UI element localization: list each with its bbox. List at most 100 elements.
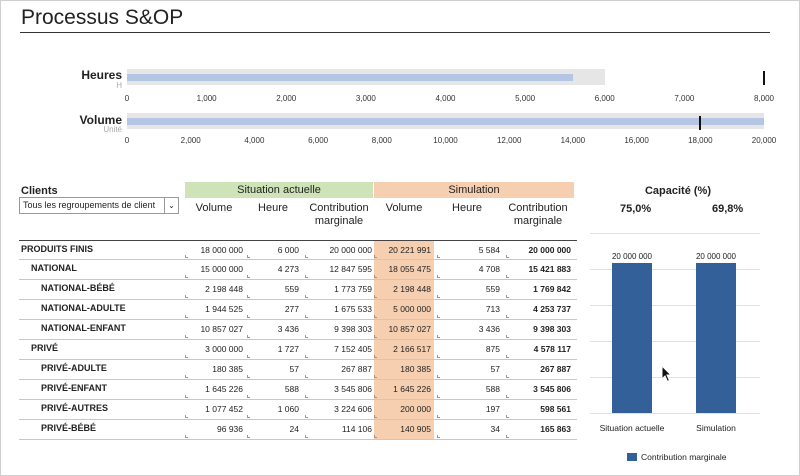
table-row[interactable]: PRODUITS FINIS 18 000 000 6 000 20 000 000 2… (19, 240, 577, 260)
cell-marker (506, 275, 509, 278)
mouse-cursor-icon (661, 365, 673, 383)
row-cell-h1: 588 (284, 384, 299, 394)
contribution-bar[interactable] (612, 263, 652, 413)
cell-marker (305, 275, 308, 278)
cell-marker (506, 295, 509, 298)
axis-tick-label: 1,000 (196, 94, 217, 103)
row-cell-v1: 96 936 (217, 424, 243, 434)
table-row[interactable]: PRIVÉ 3 000 000 1 727 7 152 405 2 166 517 875… (19, 340, 577, 360)
axis-tick-label: 2,000 (180, 136, 201, 145)
bar-value-label: 20 000 000 (611, 252, 653, 261)
row-cell-h1: 3 436 (277, 324, 299, 334)
row-cell-h1: 1 060 (277, 404, 299, 414)
client-group-select[interactable]: Tous les regroupements de client ⌄ (19, 197, 179, 214)
bullet-value-bar (127, 118, 764, 125)
row-cell-c2: 267 887 (540, 364, 571, 374)
table-row[interactable]: PRIVÉ-ENFANT 1 645 226 588 3 545 806 1 645 2… (19, 380, 577, 400)
row-cell-v2: 5 000 000 (393, 304, 431, 314)
row-cell-c2: 3 545 806 (533, 384, 571, 394)
cell-marker (305, 315, 308, 318)
clients-header: Clients (21, 185, 58, 197)
cell-marker (506, 375, 509, 378)
cell-marker (247, 395, 250, 398)
cell-marker (185, 395, 188, 398)
row-cell-h1: 6 000 (277, 245, 299, 255)
row-cell-v2: 20 221 991 (388, 245, 431, 255)
col-contribution-actuelle: Contribution marginale (309, 202, 369, 227)
cell-marker (305, 435, 308, 438)
contribution-bar[interactable] (696, 263, 736, 413)
cell-marker (305, 335, 308, 338)
row-cell-v2: 2 198 448 (393, 284, 431, 294)
row-client-name: PRIVÉ (31, 343, 59, 353)
row-cell-v2: 200 000 (400, 404, 431, 414)
legend-swatch (627, 453, 637, 461)
title-divider (20, 32, 770, 33)
cell-marker (374, 295, 377, 298)
axis-tick-label: 8,000 (371, 136, 392, 145)
row-cell-c2: 598 561 (540, 404, 571, 414)
cell-marker (185, 415, 188, 418)
cell-marker (437, 435, 440, 438)
chevron-down-icon[interactable]: ⌄ (164, 198, 178, 213)
cell-marker (185, 255, 188, 258)
table-row[interactable]: PRIVÉ-ADULTE 180 385 57 267 887 180 385 57 267… (19, 360, 577, 380)
chart-grid-line (590, 269, 760, 270)
row-cell-h1: 277 (284, 304, 299, 314)
cell-marker (374, 375, 377, 378)
row-cell-v1: 15 000 000 (200, 264, 243, 274)
cell-marker (437, 335, 440, 338)
volume-unit: Unité (103, 125, 122, 134)
row-cell-v2: 2 166 517 (393, 344, 431, 354)
axis-tick-label: 7,000 (674, 94, 695, 103)
cell-marker (437, 415, 440, 418)
table-row[interactable]: NATIONAL-ENFANT 10 857 027 3 436 9 398 303 1… (19, 320, 577, 340)
heures-label: Heures (81, 68, 122, 82)
axis-tick-label: 20,000 (751, 136, 777, 145)
volume-label: Volume (79, 113, 122, 127)
cell-marker (437, 375, 440, 378)
bullet-target-marker (699, 116, 702, 130)
cell-marker (185, 275, 188, 278)
row-cell-c2: 9 398 303 (533, 324, 571, 334)
cell-marker (247, 335, 250, 338)
client-group-select-value: Tous les regroupements de client (23, 200, 156, 210)
row-cell-c2: 4 253 737 (533, 304, 571, 314)
cell-marker (305, 295, 308, 298)
cell-marker (305, 415, 308, 418)
axis-tick-label: 16,000 (624, 136, 649, 145)
row-cell-v1: 18 000 000 (200, 245, 243, 255)
table-row[interactable]: NATIONAL-ADULTE 1 944 525 277 1 675 533 5 00… (19, 300, 577, 320)
cell-marker (374, 335, 377, 338)
row-cell-v2: 180 385 (400, 364, 431, 374)
cell-marker (374, 355, 377, 358)
axis-tick-label: 8,000 (753, 94, 775, 103)
chart-grid-line (590, 377, 760, 378)
row-cell-h2: 3 436 (478, 324, 500, 334)
row-cell-v1: 180 385 (212, 364, 243, 374)
row-cell-c1: 3 224 606 (334, 404, 372, 414)
cell-marker (506, 415, 509, 418)
row-cell-h2: 588 (485, 384, 500, 394)
cell-marker (374, 275, 377, 278)
cell-marker (374, 315, 377, 318)
cell-marker (305, 395, 308, 398)
cell-marker (247, 355, 250, 358)
row-cell-c1: 20 000 000 (329, 245, 372, 255)
cell-marker (506, 435, 509, 438)
row-client-name: PRIVÉ-ENFANT (41, 383, 108, 393)
row-cell-c2: 4 578 117 (533, 344, 571, 354)
chart-grid-line (590, 305, 760, 306)
col-volume-simulation: Volume (385, 202, 423, 214)
table-row[interactable]: NATIONAL 15 000 000 4 273 12 847 595 18 055 … (19, 260, 577, 280)
table-row[interactable]: PRIVÉ-BÉBÉ 96 936 24 114 106 140 905 34 165 86… (19, 420, 577, 440)
cell-marker (506, 255, 509, 258)
table-row[interactable]: NATIONAL-BÉBÉ 2 198 448 559 1 773 759 2 198 … (19, 280, 577, 300)
axis-tick-label: 0 (124, 136, 130, 145)
cell-marker (437, 395, 440, 398)
axis-tick-label: 5,000 (515, 94, 536, 103)
table-row[interactable]: PRIVÉ-AUTRES 1 077 452 1 060 3 224 606 200 0… (19, 400, 577, 420)
row-cell-c1: 3 545 806 (334, 384, 372, 394)
row-cell-v2: 1 645 226 (393, 384, 431, 394)
cell-marker (185, 375, 188, 378)
